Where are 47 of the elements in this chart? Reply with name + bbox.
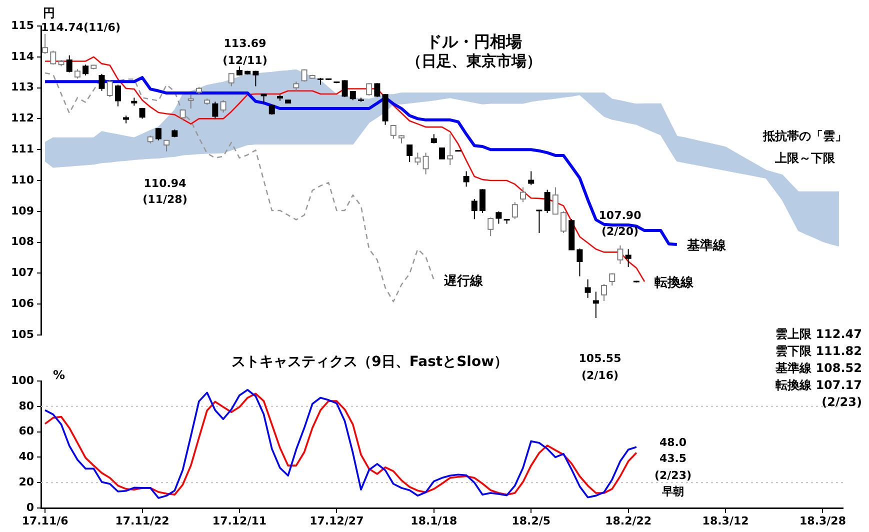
x-tick-label: 17.12/27 [310,514,364,528]
y-tick-label: 60 [18,424,34,438]
y-axis-title: % [52,368,66,382]
y-tick-label: 110 [11,173,34,186]
text: （日足、東京市場） [406,52,542,70]
y-tick-label: 80 [18,399,34,412]
series-label: 転換線 [654,276,695,291]
y-tick-label: 109 [11,204,34,218]
x-tick-label: 18.3/28 [800,514,846,528]
annotation: 上限～下限 [774,151,836,165]
x-tick-label: 17.12/11 [212,514,267,528]
annotation: 雲上限 112.47 雲下限 111.82 基準線 108.52 転換線 107.17 (2/23) [774,327,862,409]
annotation: 抵抗帯の「雲」 [762,129,847,143]
y-tick-label: 115 [11,18,34,32]
chart-title: ストキャスティクス（9日、FastとSlow） [232,354,508,370]
series-label: 遅行線 [442,274,484,289]
x-tick-label: 18.2/5 [512,514,551,528]
y-tick-label: 20 [18,475,34,488]
y-tick-label: 0 [26,500,34,514]
x-tick-label: 17.11/6 [22,514,69,528]
annotation: (2/23) 早朝 [654,469,692,498]
annotation: 114.74(11/6) [41,21,120,34]
annotation: 105.55 (2/16) [578,352,622,382]
x-tick-label: 17.11/22 [115,514,170,528]
annotation: 110.94 (11/28) [142,177,188,206]
x-tick-label: 18.1/18 [410,514,458,528]
y-tick-label: 112 [11,112,34,125]
y-tick-label: 106 [11,296,34,310]
annotation: 48.0 [659,436,687,449]
annotation: 43.5 [659,452,687,465]
annotation: 113.69 (12/11) [222,37,268,67]
y-axis-title: 円 [43,6,55,20]
series-label: 基準線 [686,238,727,254]
y-tick-label: 113 [11,80,34,94]
y-tick-label: 105 [11,328,34,341]
x-tick-label: 18.2/22 [605,514,652,528]
x-tick-label: 18.3/12 [702,514,749,528]
y-tick-label: 100 [11,374,34,387]
line-series [44,72,435,302]
candlestick [535,209,543,234]
annotation: 107.90 (2/20) [598,209,642,238]
y-tick-label: 114 [11,50,34,63]
y-tick-label: 40 [18,450,34,464]
y-tick-label: 107 [11,266,34,280]
chart-title: ドル・円相場 [426,32,522,51]
y-tick-label: 111 [11,142,34,156]
y-tick-label: 108 [11,235,34,248]
